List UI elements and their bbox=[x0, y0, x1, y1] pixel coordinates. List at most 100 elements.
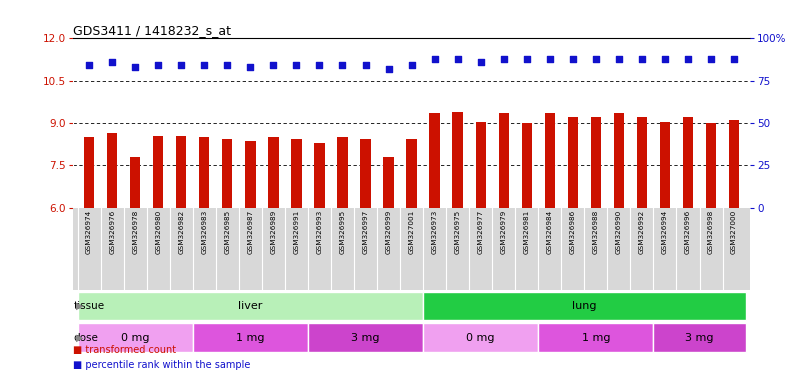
Text: 3 mg: 3 mg bbox=[351, 333, 380, 343]
Text: GSM326974: GSM326974 bbox=[86, 210, 92, 255]
Bar bbox=[660, 122, 670, 208]
Bar bbox=[545, 113, 555, 208]
Point bbox=[727, 56, 740, 62]
Bar bbox=[107, 133, 118, 208]
Text: GSM326995: GSM326995 bbox=[340, 210, 345, 255]
Bar bbox=[568, 118, 578, 208]
Point bbox=[543, 56, 556, 62]
Point bbox=[681, 56, 694, 62]
Text: tissue: tissue bbox=[73, 301, 105, 311]
Point bbox=[313, 63, 326, 69]
Point bbox=[636, 56, 649, 62]
Point bbox=[705, 56, 718, 62]
Point bbox=[244, 64, 257, 70]
Text: GSM327000: GSM327000 bbox=[731, 210, 737, 255]
Point bbox=[336, 63, 349, 69]
Bar bbox=[176, 136, 187, 208]
Point bbox=[566, 56, 579, 62]
Point bbox=[659, 56, 672, 62]
Text: 0 mg: 0 mg bbox=[466, 333, 495, 343]
Text: liver: liver bbox=[238, 301, 263, 311]
Bar bbox=[475, 122, 486, 208]
Text: GSM326984: GSM326984 bbox=[547, 210, 553, 255]
Text: GSM326981: GSM326981 bbox=[524, 210, 530, 255]
Text: lung: lung bbox=[572, 301, 597, 311]
Text: ■ percentile rank within the sample: ■ percentile rank within the sample bbox=[73, 360, 251, 370]
Bar bbox=[222, 139, 233, 208]
Text: GSM326998: GSM326998 bbox=[708, 210, 714, 255]
Text: ■ transformed count: ■ transformed count bbox=[73, 345, 176, 355]
Text: GDS3411 / 1418232_s_at: GDS3411 / 1418232_s_at bbox=[73, 24, 231, 37]
Point bbox=[174, 63, 187, 69]
Bar bbox=[78, 292, 423, 320]
Bar bbox=[423, 292, 745, 320]
Text: GSM326996: GSM326996 bbox=[685, 210, 691, 255]
Text: GSM327001: GSM327001 bbox=[409, 210, 414, 255]
Point bbox=[290, 63, 303, 69]
Point bbox=[521, 56, 534, 62]
Bar bbox=[308, 323, 423, 352]
Bar bbox=[360, 139, 371, 208]
Text: GSM326976: GSM326976 bbox=[109, 210, 115, 255]
Point bbox=[152, 63, 165, 69]
Bar bbox=[499, 113, 508, 208]
Bar bbox=[130, 157, 140, 208]
Bar bbox=[729, 120, 740, 208]
Point bbox=[612, 56, 625, 62]
Text: GSM326989: GSM326989 bbox=[270, 210, 277, 255]
Text: GSM326994: GSM326994 bbox=[662, 210, 668, 255]
Bar bbox=[384, 157, 393, 208]
Bar bbox=[337, 137, 348, 208]
Bar bbox=[539, 323, 654, 352]
Text: 1 mg: 1 mg bbox=[581, 333, 610, 343]
Bar bbox=[291, 139, 302, 208]
Text: GSM326983: GSM326983 bbox=[201, 210, 208, 255]
Text: GSM326991: GSM326991 bbox=[294, 210, 299, 255]
Bar bbox=[84, 137, 94, 208]
Point bbox=[451, 56, 464, 62]
Text: GSM326986: GSM326986 bbox=[570, 210, 576, 255]
Bar bbox=[654, 323, 745, 352]
Point bbox=[198, 63, 211, 69]
Point bbox=[221, 63, 234, 69]
Bar bbox=[268, 137, 278, 208]
Bar bbox=[193, 323, 308, 352]
Text: GSM326979: GSM326979 bbox=[500, 210, 507, 255]
Bar bbox=[590, 118, 601, 208]
Text: 3 mg: 3 mg bbox=[685, 333, 714, 343]
Bar bbox=[637, 118, 647, 208]
Point bbox=[83, 63, 96, 69]
Text: GSM326980: GSM326980 bbox=[155, 210, 161, 255]
Text: GSM326977: GSM326977 bbox=[478, 210, 483, 255]
Point bbox=[474, 59, 487, 65]
Bar bbox=[430, 113, 440, 208]
Text: ▶: ▶ bbox=[76, 333, 84, 343]
Point bbox=[406, 63, 418, 69]
Text: GSM326988: GSM326988 bbox=[593, 210, 599, 255]
Point bbox=[267, 63, 280, 69]
Bar bbox=[153, 136, 163, 208]
Point bbox=[590, 56, 603, 62]
Bar bbox=[199, 137, 209, 208]
Point bbox=[129, 64, 142, 70]
Bar bbox=[423, 323, 539, 352]
Text: GSM326987: GSM326987 bbox=[247, 210, 253, 255]
Bar bbox=[614, 113, 624, 208]
Bar bbox=[245, 141, 255, 208]
Text: ▶: ▶ bbox=[76, 301, 84, 311]
Text: GSM326982: GSM326982 bbox=[178, 210, 184, 255]
Text: GSM326993: GSM326993 bbox=[316, 210, 323, 255]
Bar bbox=[315, 143, 324, 208]
Point bbox=[497, 56, 510, 62]
Bar bbox=[78, 323, 193, 352]
Bar bbox=[706, 123, 716, 208]
Text: GSM326975: GSM326975 bbox=[455, 210, 461, 255]
Bar bbox=[683, 118, 693, 208]
Point bbox=[105, 59, 118, 65]
Point bbox=[382, 66, 395, 72]
Point bbox=[428, 56, 441, 62]
Bar bbox=[453, 112, 463, 208]
Text: dose: dose bbox=[73, 333, 98, 343]
Text: 1 mg: 1 mg bbox=[236, 333, 264, 343]
Bar bbox=[521, 123, 532, 208]
